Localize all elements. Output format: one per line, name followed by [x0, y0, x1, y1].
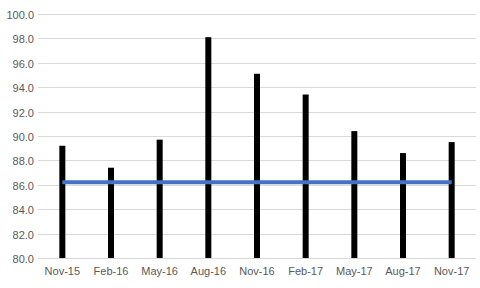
y-tick-label: 88.0	[13, 155, 34, 167]
y-tick-label: 94.0	[13, 82, 34, 94]
x-tick-label: Nov-15	[45, 265, 80, 277]
grid-line	[38, 14, 476, 15]
bar	[59, 146, 65, 258]
plot-area	[59, 37, 454, 258]
reference-line	[62, 180, 451, 184]
y-tick-label: 84.0	[13, 204, 34, 216]
grid-line	[38, 258, 476, 259]
y-tick-label: 100.0	[6, 9, 34, 21]
x-tick-label: May-16	[141, 265, 178, 277]
y-tick-label: 98.0	[13, 33, 34, 45]
bar	[205, 37, 211, 258]
x-tick-label: Nov-17	[434, 265, 469, 277]
x-tick-label: Aug-16	[191, 265, 226, 277]
x-tick-label: Nov-16	[239, 265, 274, 277]
x-tick-label: Aug-17	[385, 265, 420, 277]
bar	[157, 140, 163, 258]
bar	[400, 153, 406, 258]
x-tick-label: May-17	[336, 265, 373, 277]
y-tick-label: 82.0	[13, 229, 34, 241]
x-tick-label: Feb-16	[94, 265, 129, 277]
chart: 80.0 82.0 84.0 86.0 88.0 90.0 92.0 94.0 96.0 98.0…	[0, 0, 480, 288]
grid-line	[38, 63, 476, 64]
bar	[449, 142, 455, 258]
x-tick-label: Feb-17	[288, 265, 323, 277]
bar	[254, 74, 260, 258]
y-tick-label: 92.0	[13, 107, 34, 119]
grid-line	[38, 38, 476, 39]
y-tick-label: 86.0	[13, 180, 34, 192]
y-tick-label: 80.0	[13, 253, 34, 265]
y-tick-label: 90.0	[13, 131, 34, 143]
y-tick-label: 96.0	[13, 58, 34, 70]
bar	[351, 131, 357, 258]
bar	[303, 95, 309, 258]
